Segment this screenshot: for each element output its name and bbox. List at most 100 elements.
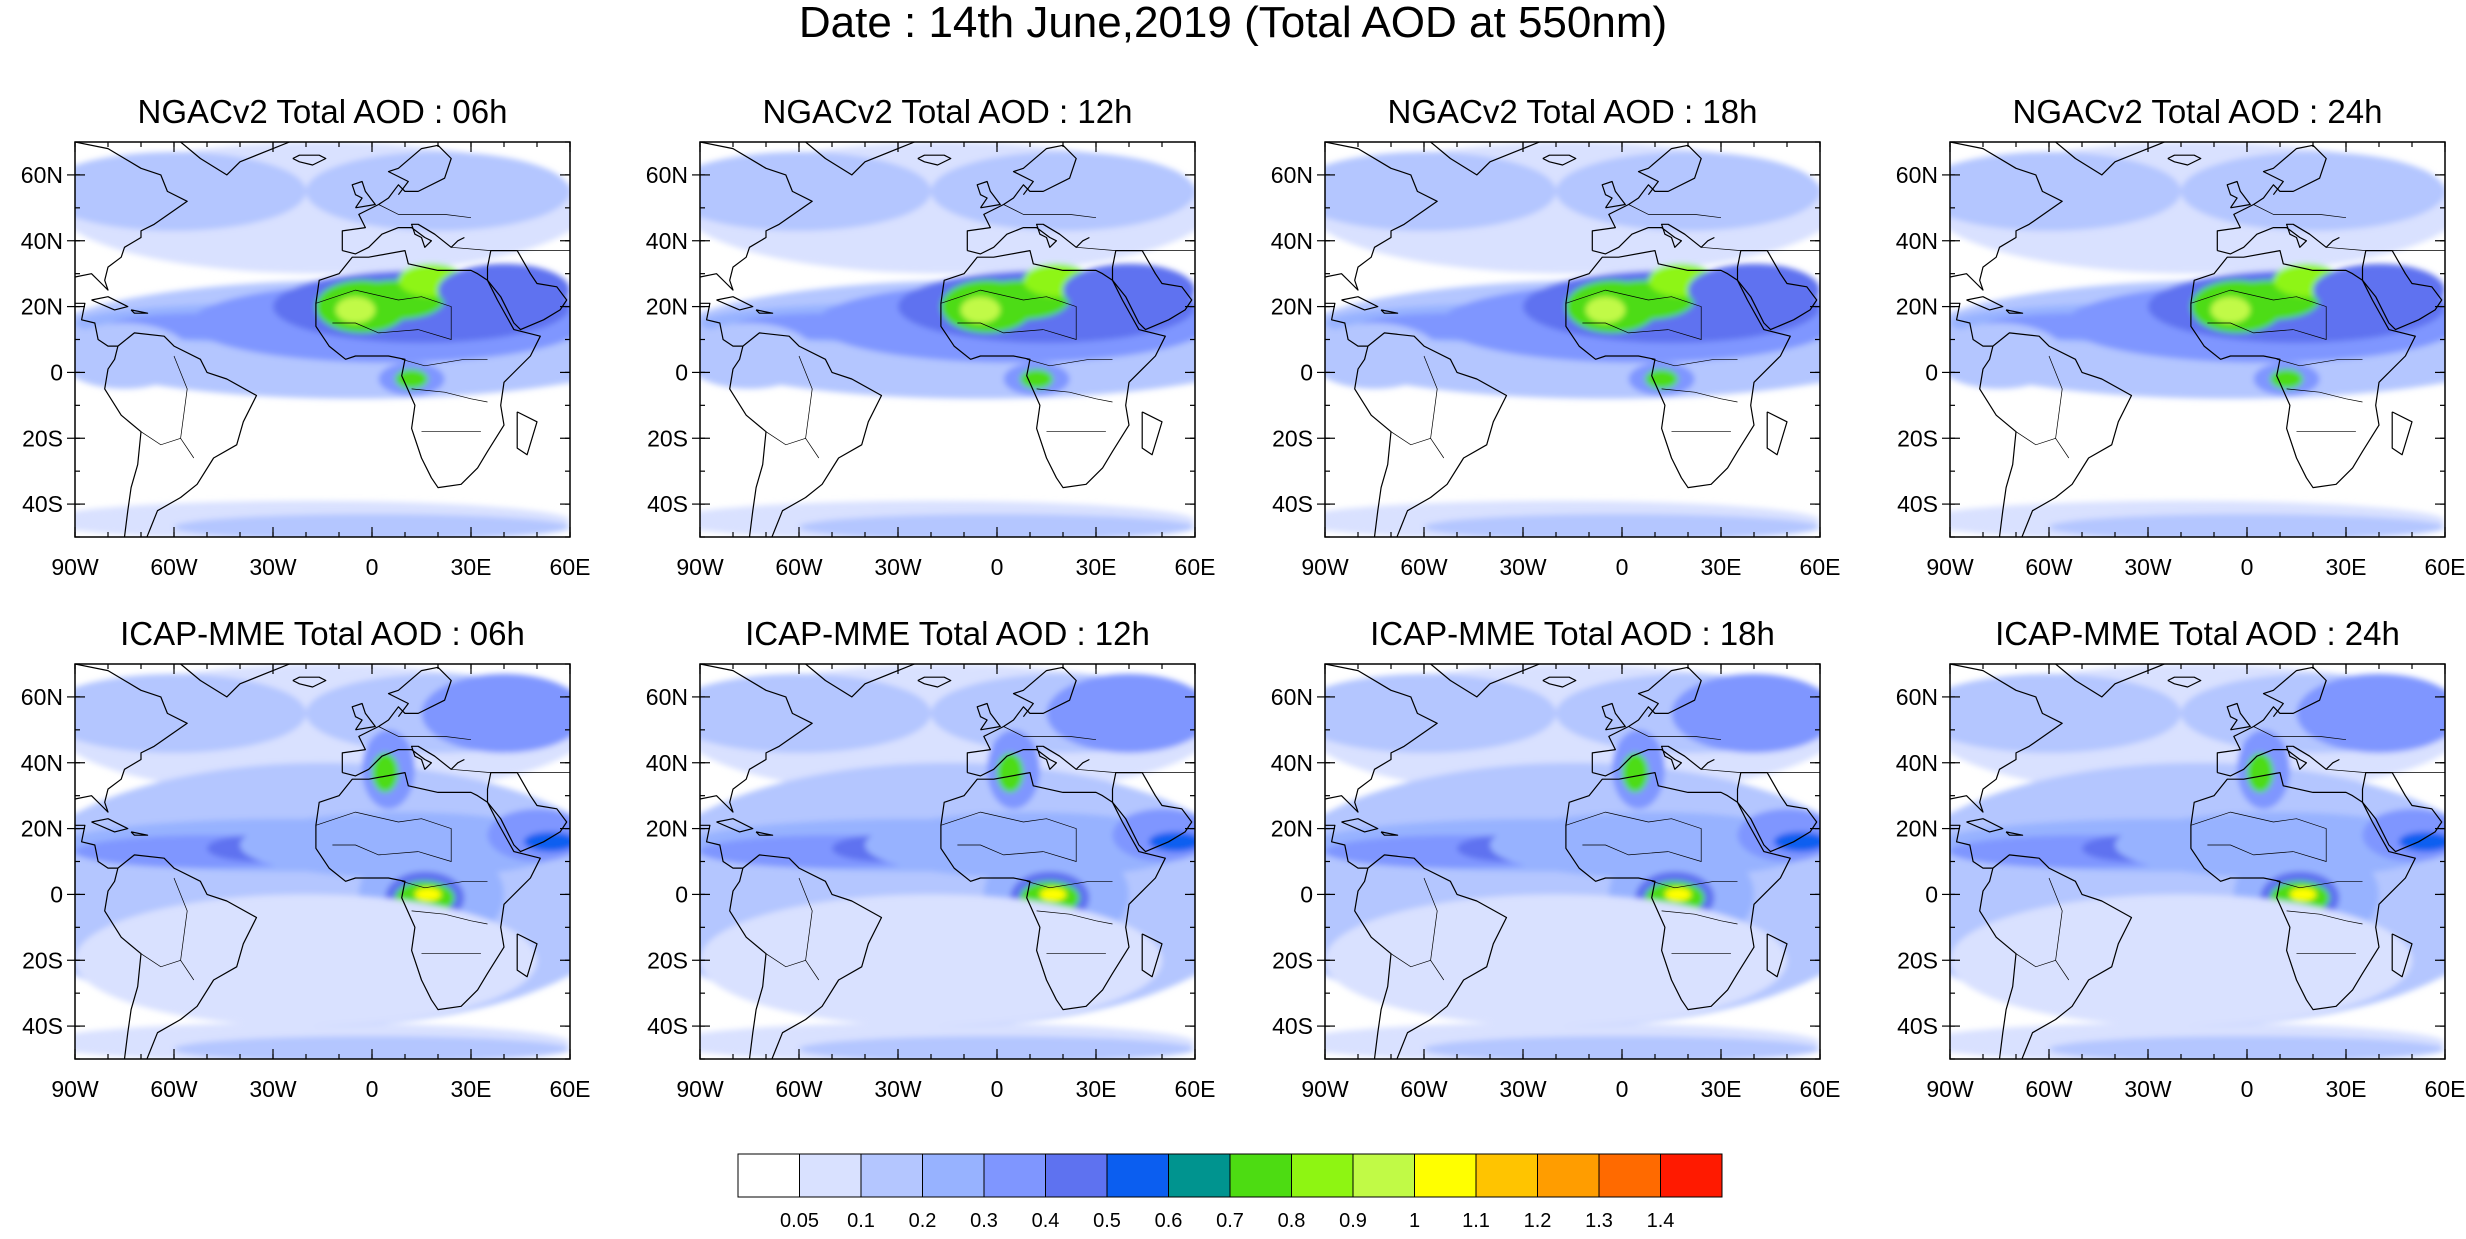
lat-tick-label: 40S (22, 1013, 63, 1039)
aod-region (2247, 752, 2274, 793)
colorbar-label: 1.2 (1524, 1210, 1552, 1232)
aod-map: 60N 40N 20N 0 20S 40S 90W 60W 30W 0 30E 60E (21, 141, 590, 580)
lat-tick-label: 20N (21, 294, 63, 320)
lon-tick-label: 90W (1301, 554, 1349, 580)
country-border (2048, 877, 2070, 981)
colorbar-label: 0.2 (909, 1210, 937, 1232)
coastline (2391, 411, 2413, 456)
coastline (805, 664, 915, 698)
coastline (1950, 664, 2063, 813)
coastline (1979, 332, 2133, 537)
country-border (1026, 358, 1113, 367)
country-border (1628, 726, 1722, 741)
coastline (1592, 223, 1715, 255)
aod-region (1046, 673, 1195, 753)
coastline (2055, 142, 2165, 176)
country-border (315, 289, 452, 340)
coastline (75, 824, 118, 869)
lon-tick-label: 30E (451, 554, 492, 580)
coastline (2005, 309, 2024, 314)
aod-region (421, 673, 570, 753)
coastline (966, 666, 1077, 773)
lon-tick-label: 30W (1499, 1076, 1547, 1102)
country-border (140, 431, 181, 446)
country-border (1701, 768, 1820, 773)
coastline (755, 309, 774, 314)
coastline (917, 154, 952, 166)
colorbar-label: 0.7 (1216, 1210, 1244, 1232)
map-panel: NGACv2 Total AOD : 24h 60N 40N 20N 0 20S 40S 90… (1896, 92, 2466, 652)
coastline (729, 854, 883, 1059)
country-border (1651, 358, 1738, 367)
map-panel: ICAP-MME Total AOD : 12h 60N 40N 20N 0 20S 40S… (646, 614, 1300, 1174)
coastline (1354, 332, 1508, 537)
coastline (1542, 154, 1577, 166)
coastline (2055, 664, 2165, 698)
coastline (1325, 824, 1368, 869)
coastline (1591, 666, 1702, 773)
lon-tick-label: 30W (249, 554, 297, 580)
aod-region (1325, 151, 1556, 231)
aod-map: 60N 40N 20N 0 20S 40S 90W 60W 30W 0 30E 60E (1271, 141, 1840, 580)
lat-tick-label: 20N (1896, 816, 1938, 842)
country-border (1003, 204, 1097, 219)
lat-tick-label: 40S (1272, 1013, 1313, 1039)
lon-tick-label: 0 (1616, 554, 1629, 580)
lat-tick-label: 0 (50, 881, 63, 907)
coastline (2216, 144, 2327, 251)
colorbar-bin (1045, 1153, 1108, 1198)
lon-tick-label: 60W (150, 554, 198, 580)
coastline (180, 664, 290, 698)
aod-region (700, 151, 931, 231)
colorbar-bin (1229, 1153, 1292, 1198)
colorbar-svg: 0.05 0.1 0.2 0.3 0.4 0.5 0.6 0.7 0.8 0.9 1 1.1 1.2 1.… (737, 1153, 1723, 1232)
colorbar-label: 1.4 (1647, 1210, 1675, 1232)
country-border (1628, 204, 1722, 219)
country-border (1390, 953, 1431, 968)
lon-tick-label: 30E (1701, 554, 1742, 580)
country-border (2276, 880, 2363, 889)
coastline (1354, 854, 1508, 1059)
map-panel: NGACv2 Total AOD : 06h 60N 40N 20N 0 20S 40S 90… (21, 92, 675, 652)
country-border (2326, 768, 2445, 773)
coastline (315, 250, 541, 489)
aod-region (1020, 369, 1054, 389)
coastline (2190, 772, 2416, 1011)
coastline (2217, 223, 2340, 255)
colorbar-bin (1106, 1153, 1169, 1198)
coastline (2190, 250, 2416, 489)
lon-tick-label: 30E (1701, 1076, 1742, 1102)
coastline (341, 144, 452, 251)
aod-region (1950, 151, 2181, 231)
country-border (957, 322, 1044, 334)
country-border (378, 726, 472, 741)
coastline (1380, 309, 1399, 314)
lon-tick-label: 30W (874, 554, 922, 580)
lon-tick-label: 60W (775, 1076, 823, 1102)
coastline (2217, 745, 2340, 777)
lat-tick-label: 40N (1896, 750, 1938, 776)
country-border (173, 355, 195, 459)
country-border (2326, 246, 2445, 251)
aod-region (2398, 831, 2445, 852)
colorbar-bin (860, 1153, 923, 1198)
aod-region (1039, 887, 1067, 901)
lat-tick-label: 40S (1272, 491, 1313, 517)
lat-tick-label: 20S (647, 947, 688, 973)
lat-tick-label: 20N (646, 294, 688, 320)
coastline (700, 664, 813, 813)
aod-region (700, 673, 931, 753)
lon-tick-label: 60W (1400, 554, 1448, 580)
lon-tick-label: 30W (1499, 554, 1547, 580)
coastline (716, 296, 754, 311)
aod-region (997, 752, 1024, 793)
lat-tick-label: 60N (646, 684, 688, 710)
lon-tick-label: 0 (991, 554, 1004, 580)
map-panel: NGACv2 Total AOD : 18h 60N 40N 20N 0 20S 40S 90… (1271, 92, 1925, 652)
coastline (967, 223, 1090, 255)
country-border (1036, 388, 1113, 403)
coastline (104, 854, 258, 1059)
aod-region (1148, 831, 1195, 852)
coastline (1979, 854, 2133, 1059)
country-border (1390, 431, 1431, 446)
